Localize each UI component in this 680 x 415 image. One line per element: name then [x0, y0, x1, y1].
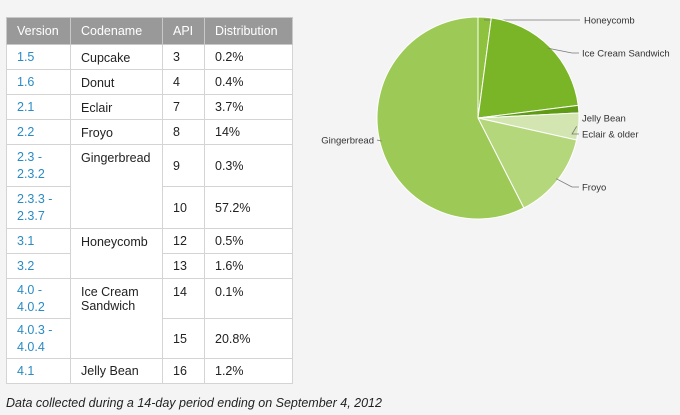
pie-slice-gingerbread	[376, 16, 525, 220]
pie-callout-gingerbread	[376, 139, 382, 142]
version-line: 2.3.2	[17, 166, 45, 181]
version-cell[interactable]: 2.2	[6, 119, 71, 145]
distribution-cell: 3.7%	[204, 94, 293, 120]
table-row: 4.0.3 -4.0.4 15 20.8%	[6, 318, 293, 359]
version-line: 2.3.3 -	[17, 191, 53, 206]
distribution-cell: 20.8%	[204, 318, 293, 359]
table-row: 1.5 Cupcake 3 0.2%	[6, 44, 293, 70]
api-cell: 3	[162, 44, 205, 70]
header-version: Version	[6, 17, 71, 45]
api-cell: 16	[162, 358, 205, 384]
distribution-cell: 0.2%	[204, 44, 293, 70]
version-line: 4.0.2	[17, 299, 45, 314]
pie-callout-froyo	[556, 178, 579, 188]
pie-chart: Honeycomb Ice Cream Sandwich Jelly Bean Ecl…	[321, 16, 670, 220]
pie-callout-honeycomb	[484, 19, 580, 21]
version-cell[interactable]: 2.1	[6, 94, 71, 120]
distribution-cell: 0.1%	[204, 278, 293, 319]
api-cell: 14	[162, 278, 205, 319]
codename-line: Sandwich	[81, 299, 136, 313]
codename-cell: Ice Cream Sandwich	[70, 278, 163, 359]
distribution-table: Version Codename API Distribution 1.5 Cu…	[6, 17, 293, 384]
version-cell[interactable]: 4.0 - 4.0.2	[6, 278, 71, 319]
pie-label-jelly-bean: Jelly Bean	[582, 114, 626, 125]
version-line: 2.3 -	[17, 149, 43, 164]
codename-cell: Froyo	[70, 119, 163, 145]
version-cell[interactable]: 2.3.3 - 2.3.7	[6, 186, 71, 229]
distribution-cell: 14%	[204, 119, 293, 145]
version-cell[interactable]: 1.6	[6, 69, 71, 95]
version-cell[interactable]: 4.1	[6, 358, 71, 384]
table-header-row: Version Codename API Distribution	[6, 17, 293, 45]
header-codename: Codename	[70, 17, 163, 45]
pie-label-froyo: Froyo	[582, 183, 606, 194]
table-row: 2.2 Froyo 8 14%	[6, 119, 293, 145]
distribution-cell: 0.3%	[204, 144, 293, 187]
pie-label-honeycomb: Honeycomb	[584, 16, 635, 27]
distribution-cell: 1.2%	[204, 358, 293, 384]
version-cell[interactable]: 1.5	[6, 44, 71, 70]
footnote: Data collected during a 14-day period en…	[6, 396, 382, 410]
distribution-cell: 1.6%	[204, 253, 293, 279]
table-row: 3.2 13 1.6%	[6, 253, 293, 279]
table-row: 4.0 - 4.0.2 Ice Cream Sandwich 14 0.1%	[6, 278, 293, 359]
pie-callout-ice-cream-sandwich	[548, 47, 579, 54]
codename-line: Ice Cream	[81, 285, 139, 299]
api-cell: 9	[162, 144, 205, 187]
pie-label-ice-cream-sandwich: Ice Cream Sandwich	[582, 49, 670, 60]
api-cell: 7	[162, 94, 205, 120]
table-row: 2.1 Eclair 7 3.7%	[6, 94, 293, 120]
pie-label-gingerbread: Gingerbread	[321, 136, 374, 147]
pie-callout-eclair-older	[571, 126, 579, 135]
codename-cell: Honeycomb	[70, 228, 163, 279]
version-line: 4.0.3 -	[17, 322, 53, 337]
pie-label-eclair-older: Eclair & older	[582, 130, 639, 141]
table-row: 2.3.3 -2.3.7 10 57.2%	[6, 186, 293, 229]
header-distribution: Distribution	[204, 17, 293, 45]
version-cell[interactable]: 2.3 - 2.3.2	[6, 144, 71, 187]
codename-cell: Jelly Bean	[70, 358, 163, 384]
table-row: 3.1 Honeycomb 12 0.5%	[6, 228, 293, 279]
version-line: 4.0 -	[17, 282, 43, 297]
codename-cell: Eclair	[70, 94, 163, 120]
version-cell[interactable]: 3.2	[6, 253, 71, 279]
version-line: 2.3.7	[17, 208, 45, 223]
version-cell[interactable]: 4.0.3 - 4.0.4	[6, 318, 71, 359]
pie-slice-ice-cream-sandwich	[477, 17, 579, 119]
version-line: 4.0.4	[17, 339, 45, 354]
table-row: 4.1 Jelly Bean 16 1.2%	[6, 358, 293, 384]
